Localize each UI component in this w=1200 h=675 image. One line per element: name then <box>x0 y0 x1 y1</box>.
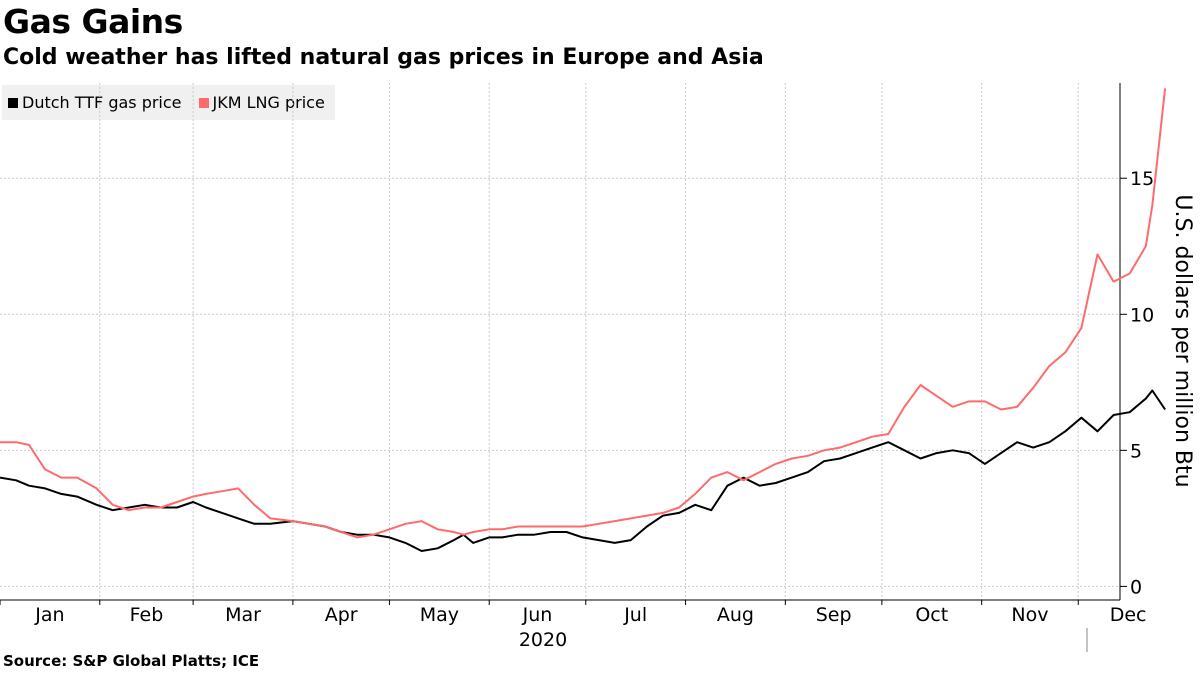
x-tick-label: Feb <box>130 604 164 626</box>
legend-label-jkm: JKM LNG price <box>212 93 325 112</box>
x-tick-label: Jun <box>522 604 553 626</box>
chart-legend: Dutch TTF gas price JKM LNG price <box>2 85 335 120</box>
x-tick-label: Aug <box>717 604 754 626</box>
legend-swatch-jkm <box>198 97 209 108</box>
x-tick-label: Mar <box>225 604 261 626</box>
y-tick-label: 15 <box>1130 168 1154 190</box>
x-tick-label: Sep <box>816 604 852 626</box>
chart-title: Gas Gains <box>3 2 183 41</box>
chart-subtitle: Cold weather has lifted natural gas pric… <box>3 45 764 70</box>
x-tick-label: Jan <box>34 604 64 626</box>
x-year-label: 2020 <box>519 629 567 651</box>
y-tick-label: 10 <box>1130 304 1154 326</box>
x-tick-label: May <box>420 604 459 626</box>
series-line-jkm <box>0 88 1167 539</box>
x-tick-label: Nov <box>1011 604 1048 626</box>
source-note: Source: S&P Global Platts; ICE <box>3 652 260 670</box>
y-axis-label: U.S. dollars per million Btu <box>1170 194 1195 487</box>
legend-swatch-ttf <box>8 97 18 108</box>
series-line-ttf <box>0 389 1166 552</box>
legend-label-ttf: Dutch TTF gas price <box>22 93 182 112</box>
x-tick-label: Oct <box>915 604 948 626</box>
y-tick-label: 5 <box>1130 440 1142 462</box>
legend-item-ttf: Dutch TTF gas price <box>8 93 182 112</box>
x-tick-label: Apr <box>325 604 358 626</box>
y-tick-label: 0 <box>1130 576 1142 598</box>
x-tick-label: Jul <box>623 604 647 626</box>
x-tick-label: Dec <box>1110 604 1147 626</box>
legend-item-jkm: JKM LNG price <box>198 93 325 112</box>
